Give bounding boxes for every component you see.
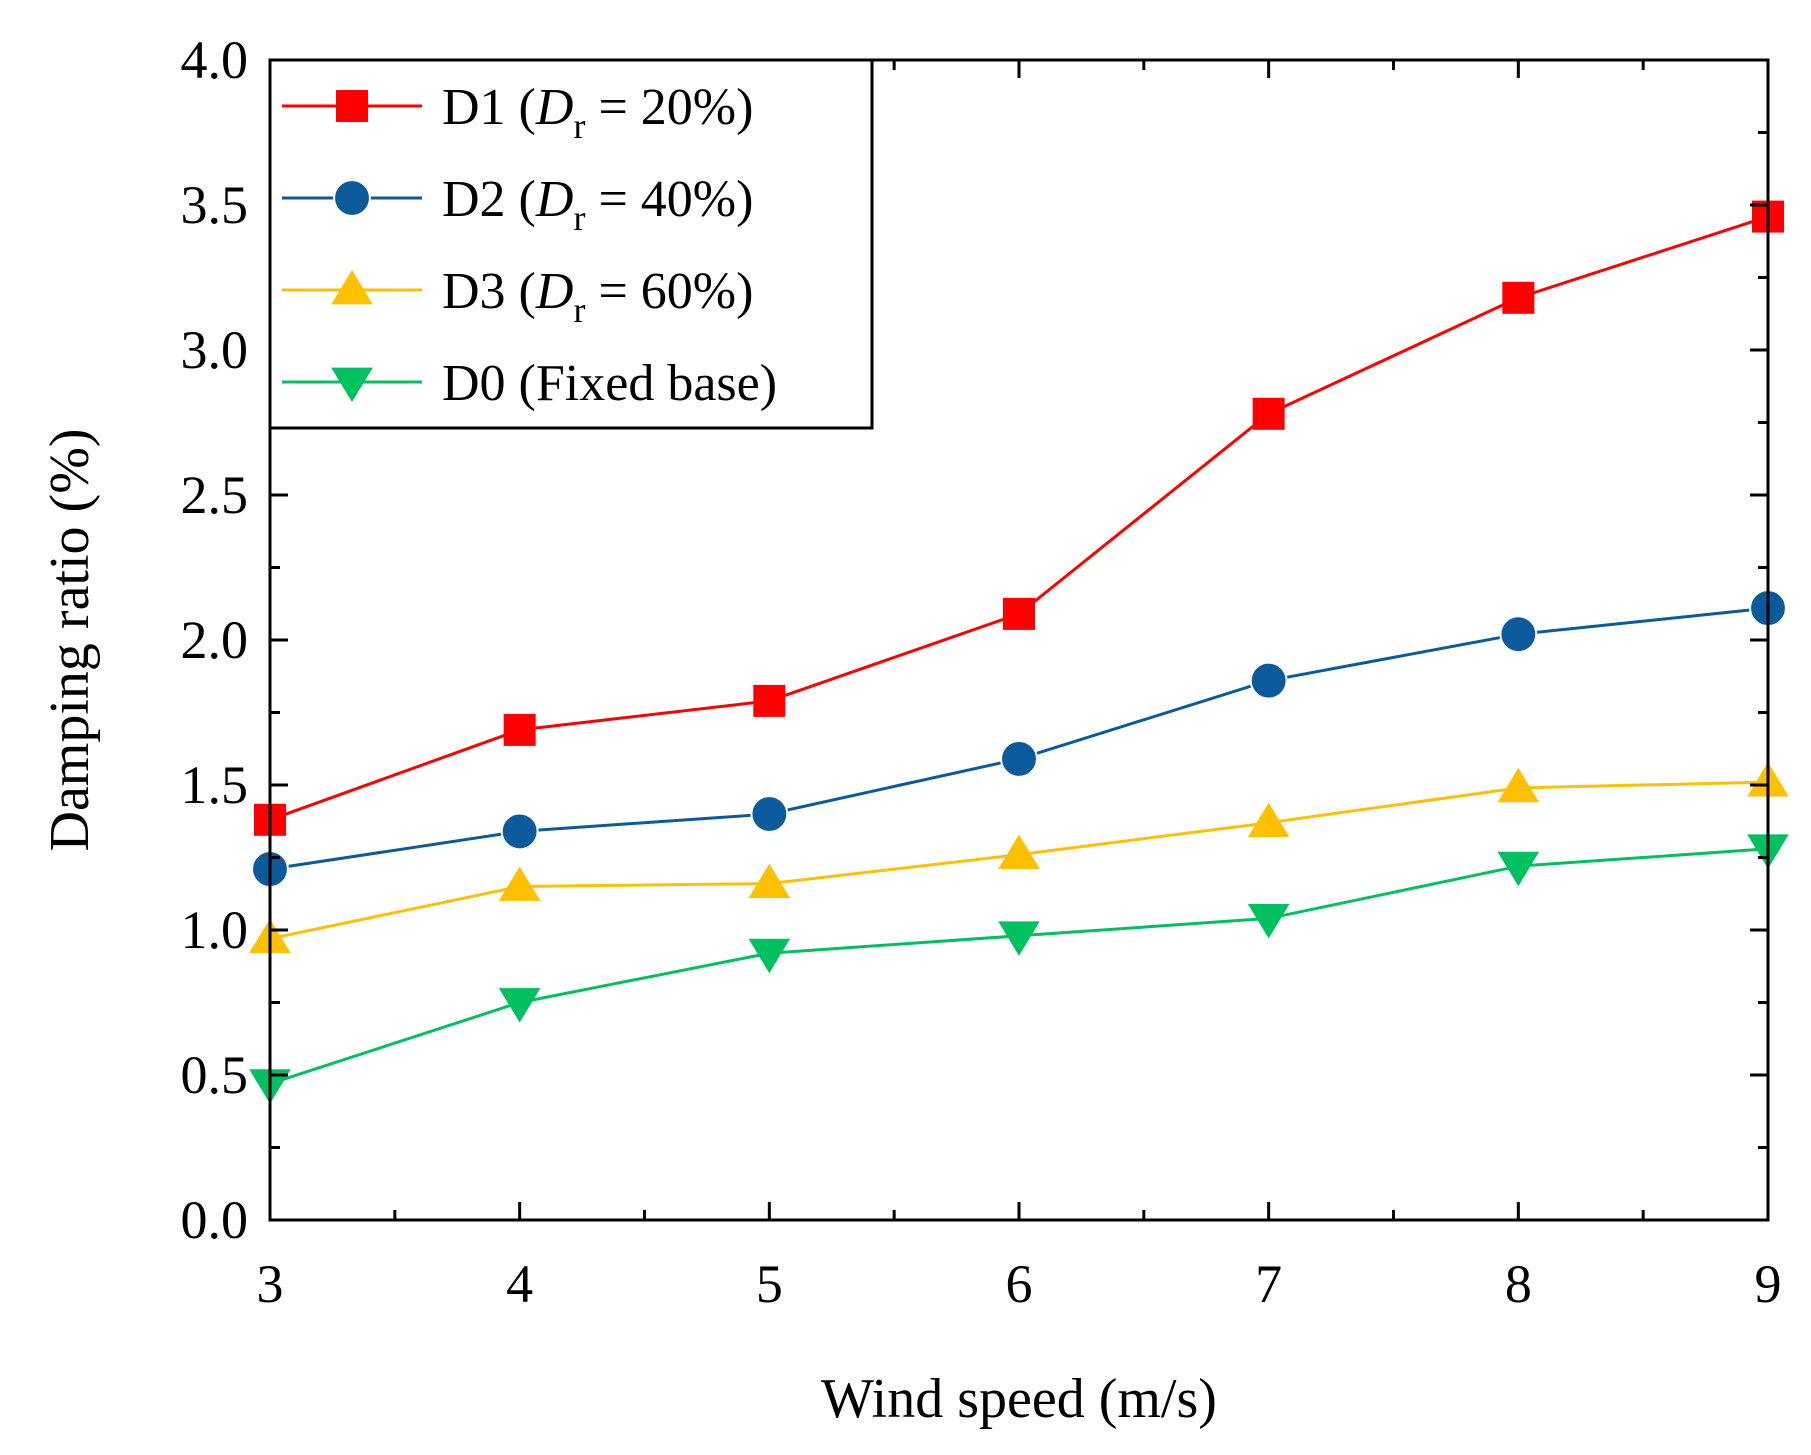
y-tick-label: 4.0 [181, 30, 249, 90]
legend-marker [331, 367, 373, 402]
x-tick-label: 8 [1505, 1254, 1532, 1314]
legend-item: D2 (Dr = 40%) [282, 171, 753, 238]
y-tick-label: 3.5 [181, 175, 249, 235]
data-point [1502, 281, 1535, 314]
legend-box [268, 58, 874, 430]
x-axis-title: Wind speed (m/s) [821, 1368, 1217, 1430]
data-point [753, 684, 786, 717]
legend-marker [331, 270, 373, 305]
legend-label: D1 (Dr = 20%) [442, 79, 753, 146]
data-point [1003, 597, 1035, 630]
legend-label: D0 (Fixed base) [442, 355, 777, 412]
legend-marker [336, 90, 368, 122]
series-4 [249, 834, 1789, 1104]
x-tick-label: 6 [1006, 1254, 1033, 1314]
series-layer [249, 200, 1789, 1104]
y-tick-label: 1.5 [181, 755, 249, 815]
y-tick-label: 2.5 [181, 465, 249, 525]
data-point [748, 863, 791, 898]
x-tick-label: 3 [257, 1254, 284, 1314]
legend: D1 (Dr = 20%) D2 (Dr = 40%) D3 (Dr = 60%) D… [268, 58, 874, 430]
legend-item: D1 (Dr = 20%) [282, 79, 753, 146]
data-point [1252, 397, 1285, 430]
x-tick-label: 4 [506, 1254, 533, 1314]
legend-label: D2 (Dr = 40%) [442, 171, 753, 238]
legend-item: D0 (Fixed base) [282, 355, 777, 412]
data-point [503, 713, 536, 746]
y-tick-label: 2.0 [181, 610, 249, 670]
data-point [998, 921, 1040, 956]
data-point [1499, 615, 1538, 654]
y-tick-label: 1.0 [181, 900, 249, 960]
x-tick-label: 5 [756, 1254, 783, 1314]
data-point [1000, 739, 1038, 778]
y-tick-label: 0.5 [181, 1045, 249, 1105]
data-point [1497, 851, 1540, 887]
legend-item: D3 (Dr = 60%) [282, 263, 753, 330]
data-point [500, 812, 539, 851]
data-point [1497, 767, 1540, 803]
y-tick-label: 3.0 [181, 320, 249, 380]
data-point [1247, 904, 1290, 939]
x-tick-label: 7 [1255, 1254, 1282, 1314]
legend-marker [333, 179, 371, 217]
data-point [998, 834, 1040, 869]
data-point [750, 795, 789, 833]
y-tick-label: 0.0 [181, 1190, 249, 1250]
ticks-layer: 3 4 5 6 7 8 9 0.0 0.5 1.0 1.5 2.0 2.5 3.0 3.5 4.0 [181, 30, 1782, 1314]
y-axis-title: Damping ratio (%) [39, 429, 101, 852]
legend-label: D3 (Dr = 60%) [442, 263, 753, 330]
data-point [1249, 661, 1288, 700]
data-point [498, 988, 541, 1023]
data-point [748, 938, 791, 974]
series-1 [254, 200, 1784, 836]
data-point [1247, 802, 1290, 838]
x-tick-label: 9 [1755, 1254, 1782, 1314]
data-point [498, 866, 541, 901]
series-line [269, 847, 1769, 1086]
